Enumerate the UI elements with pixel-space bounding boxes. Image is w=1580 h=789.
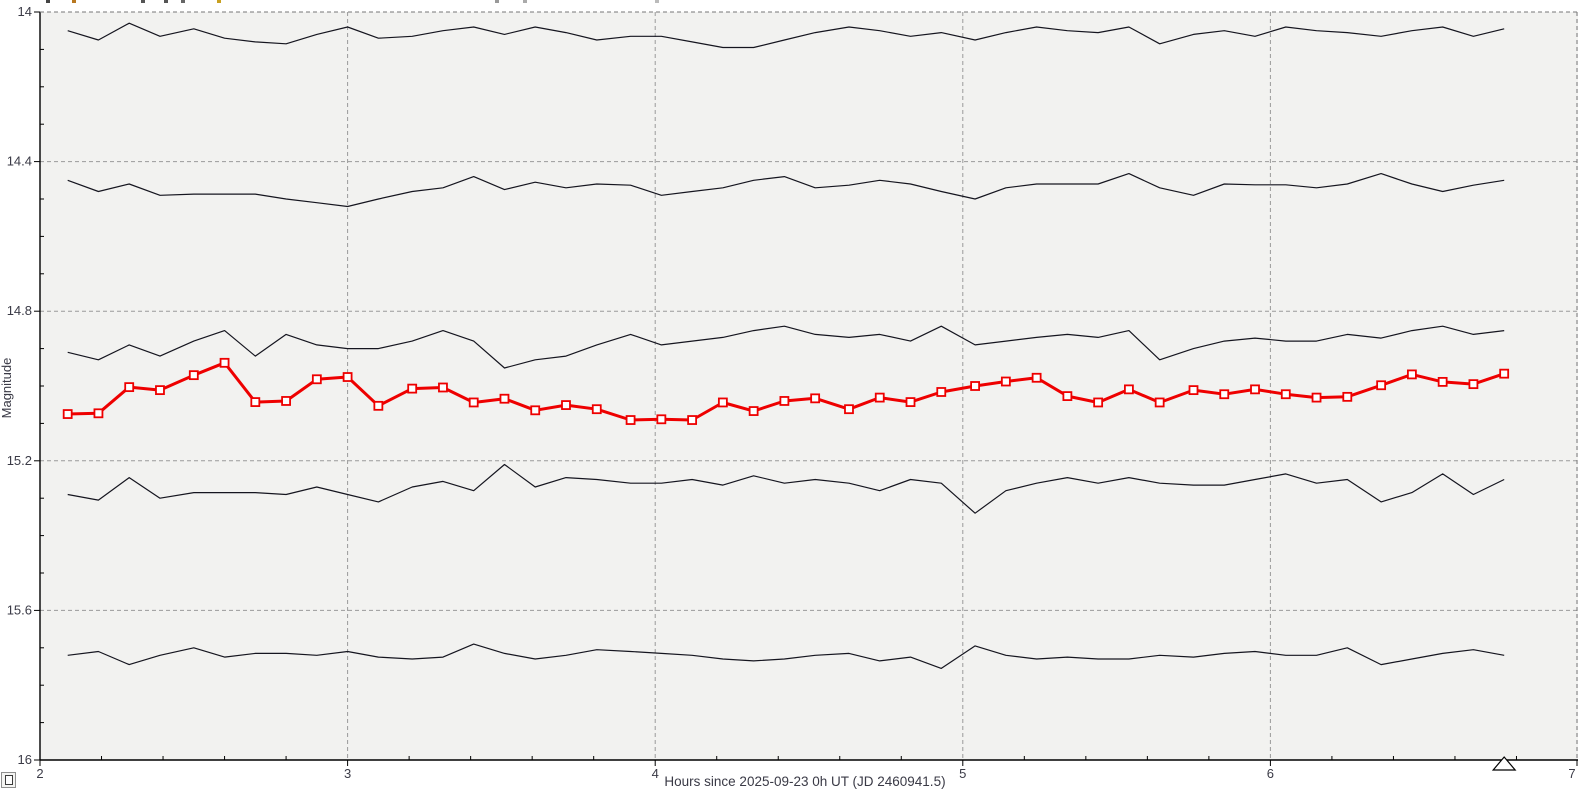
toolbar-remnant-mark xyxy=(141,0,145,3)
data-point-marker xyxy=(874,392,885,403)
data-point-marker xyxy=(1311,392,1322,403)
data-point-marker xyxy=(656,414,667,425)
data-point-marker xyxy=(625,415,636,425)
x-tick-label: 6 xyxy=(1267,766,1274,781)
data-point-marker xyxy=(1250,384,1260,395)
data-point-marker xyxy=(499,393,510,404)
data-point-marker xyxy=(1468,379,1479,390)
toolbar-remnant-mark xyxy=(495,0,499,3)
plot-area xyxy=(40,12,1578,760)
data-point-marker xyxy=(219,357,230,368)
y-tick-label: 15.6 xyxy=(7,602,32,617)
y-tick-label: 15.2 xyxy=(7,453,32,468)
docked-panel-icon xyxy=(4,775,13,785)
data-point-marker xyxy=(1124,384,1134,395)
data-point-marker xyxy=(1188,385,1199,396)
data-point-marker xyxy=(905,397,916,407)
time-cursor-triangle[interactable] xyxy=(1491,756,1517,771)
x-tick-label: 5 xyxy=(959,766,966,781)
comparison-star-line xyxy=(67,463,1505,514)
y-tick-label: 14.8 xyxy=(7,303,32,318)
data-point-marker xyxy=(936,387,947,397)
data-point-marker xyxy=(342,372,353,382)
data-point-marker xyxy=(373,400,384,411)
x-tick-label: 2 xyxy=(36,766,43,781)
comparison-star-line xyxy=(67,22,1505,49)
data-point-marker xyxy=(530,405,541,416)
data-point-marker xyxy=(561,400,571,410)
data-point-marker xyxy=(1154,397,1165,408)
data-point-marker xyxy=(748,406,759,416)
data-point-marker xyxy=(970,381,981,391)
x-tick-label: 4 xyxy=(652,766,659,781)
data-point-marker xyxy=(155,385,165,396)
data-point-marker xyxy=(717,397,728,408)
data-point-marker xyxy=(62,409,73,419)
toolbar-remnant-mark xyxy=(164,0,168,3)
toolbar-remnant-mark xyxy=(217,0,221,3)
toolbar-remnant-mark xyxy=(72,0,76,3)
data-point-marker xyxy=(779,396,790,406)
data-point-marker xyxy=(188,370,199,381)
data-point-marker xyxy=(311,374,322,385)
data-point-marker xyxy=(687,415,698,425)
data-point-marker xyxy=(468,397,479,408)
y-tick-label: 16 xyxy=(18,752,32,767)
data-point-marker xyxy=(407,383,418,394)
data-point-marker xyxy=(1406,369,1417,380)
data-point-marker xyxy=(1062,391,1073,401)
toolbar-remnant-mark xyxy=(655,0,659,3)
data-point-marker xyxy=(1342,391,1353,402)
y-tick-label: 14 xyxy=(18,4,32,19)
comparison-star-line xyxy=(67,325,1505,369)
data-point-marker xyxy=(1031,372,1042,383)
data-point-marker xyxy=(438,382,448,393)
data-point-marker xyxy=(1093,397,1104,408)
data-point-marker xyxy=(810,393,821,404)
comparison-star-line xyxy=(67,643,1505,670)
toolbar-remnant-mark xyxy=(46,0,50,3)
data-point-marker xyxy=(1437,376,1448,387)
data-point-marker xyxy=(281,396,291,406)
data-point-marker xyxy=(1000,376,1011,387)
toolbar-remnant-mark xyxy=(181,0,185,3)
data-point-marker xyxy=(124,382,135,393)
x-tick-label: 3 xyxy=(344,766,351,781)
data-point-marker xyxy=(844,404,854,415)
data-point-marker xyxy=(93,408,104,419)
y-tick-label: 14.4 xyxy=(7,154,32,169)
x-axis-title: Hours since 2025-09-23 0h UT (JD 2460941… xyxy=(664,774,945,789)
y-axis-title: Magnitude xyxy=(0,358,14,419)
toolbar-remnant-mark xyxy=(523,0,527,3)
data-point-marker xyxy=(1219,389,1230,400)
docked-panel-button[interactable] xyxy=(1,772,16,788)
data-point-marker xyxy=(1376,380,1387,391)
data-point-marker xyxy=(1280,389,1291,400)
data-point-marker xyxy=(1499,368,1510,379)
comparison-star-line xyxy=(67,173,1505,208)
data-point-marker xyxy=(250,397,261,407)
x-tick-label: 7 xyxy=(1568,766,1575,781)
data-point-marker xyxy=(591,404,602,415)
